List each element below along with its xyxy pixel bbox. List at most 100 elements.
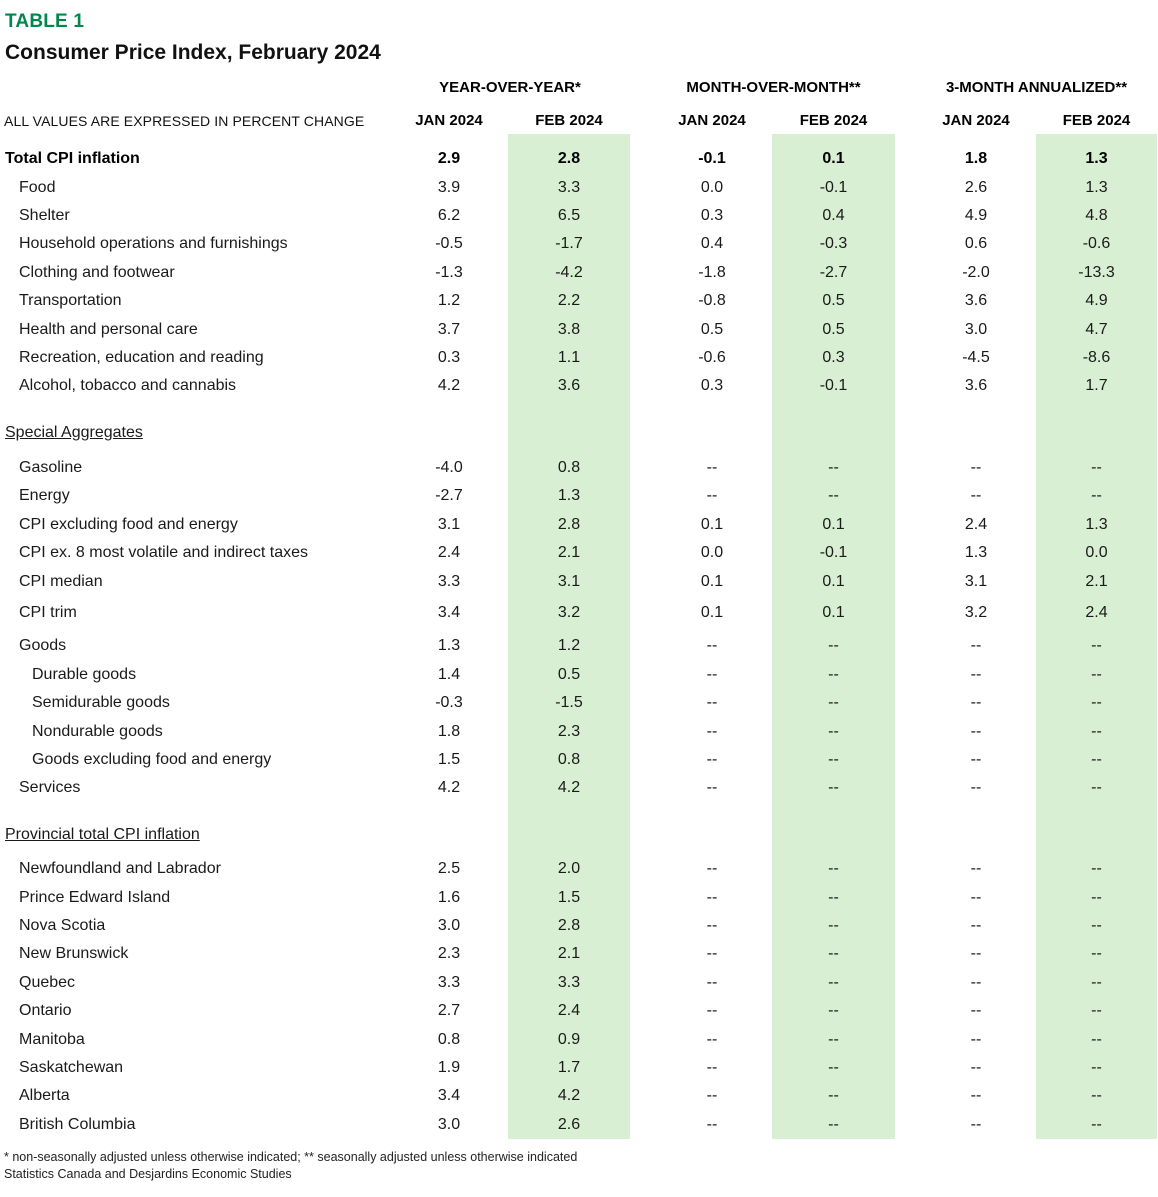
value-cell: -2.0: [962, 263, 990, 281]
value-cell: --: [706, 1058, 718, 1076]
value-cell: -1.7: [555, 235, 583, 253]
row-label: Quebec: [19, 973, 76, 991]
value-cell: -2.7: [819, 263, 848, 281]
row-label: Alberta: [19, 1087, 70, 1105]
table-row: Services 4.2 4.2 -- -- -- --: [0, 774, 1158, 802]
row-label: CPI excluding food and energy: [19, 515, 238, 533]
value-cell: 1.2: [437, 292, 461, 310]
value-cell: 3.3: [557, 178, 581, 196]
value-cell: --: [1091, 860, 1102, 878]
row-label: Household operations and furnishings: [19, 235, 288, 253]
table-row: Recreation, education and reading 0.3 1.1 -…: [0, 344, 1158, 372]
row-label: CPI trim: [19, 604, 77, 622]
value-cell: --: [970, 860, 982, 878]
value-cell: -0.3: [819, 235, 848, 253]
table-row: Goods 1.3 1.2 -- -- -- --: [0, 632, 1158, 660]
table-row: Clothing and footwear -1.3 -4.2 -1.8 -2.7 -2.…: [0, 259, 1158, 287]
value-cell: 3.3: [557, 973, 581, 991]
value-cell: 2.1: [557, 945, 581, 963]
table-row: CPI trim 3.4 3.2 0.1 0.1 3.2 2.4: [0, 599, 1158, 627]
value-cell: 3.3: [437, 572, 461, 590]
value-cell: 3.3: [437, 973, 461, 991]
value-cell: --: [828, 1115, 839, 1133]
value-cell: 1.4: [437, 665, 461, 683]
percent-change-note: ALL VALUES ARE EXPRESSED IN PERCENT CHAN…: [4, 112, 365, 129]
row-label: Semidurable goods: [32, 694, 170, 712]
row-label: Manitoba: [19, 1030, 85, 1048]
table-body: Total CPI inflation 2.9 2.8 -0.1 0.1 1.8 1.3 Fo…: [0, 134, 1158, 1139]
value-cell: 3.0: [437, 916, 461, 934]
value-cell: 0.3: [822, 348, 845, 366]
table-row: Energy -2.7 1.3 -- -- -- --: [0, 482, 1158, 510]
value-cell: 1.8: [437, 722, 461, 740]
row-label: Nondurable goods: [32, 722, 163, 740]
value-cell: --: [970, 694, 982, 712]
value-cell: -1.3: [435, 263, 463, 281]
value-cell: 3.2: [964, 604, 988, 622]
table-number-tag: TABLE 1: [5, 11, 85, 32]
value-cell: --: [828, 694, 839, 712]
value-cell: --: [970, 459, 982, 477]
value-cell: 0.8: [557, 751, 581, 768]
col-header-mom-jan-2024: JAN 2024: [678, 112, 746, 129]
row-label: Gasoline: [19, 459, 83, 477]
value-cell: 4.2: [437, 779, 461, 797]
value-cell: -0.8: [698, 292, 726, 310]
value-cell: 0.0: [700, 178, 724, 196]
value-cell: --: [1091, 1115, 1102, 1133]
row-label: Clothing and footwear: [19, 263, 175, 281]
row-label: Nova Scotia: [19, 916, 106, 934]
value-cell: --: [828, 637, 839, 655]
value-cell: 0.1: [822, 515, 845, 533]
row-label: Prince Edward Island: [19, 888, 171, 906]
value-cell: --: [1091, 751, 1102, 768]
value-cell: 3.1: [437, 515, 461, 533]
value-cell: 3.1: [557, 572, 581, 590]
row-label: Health and personal care: [19, 320, 198, 338]
value-cell: 6.5: [557, 206, 581, 224]
value-cell: 0.5: [700, 320, 724, 338]
value-cell: -8.6: [1082, 348, 1111, 366]
value-cell: --: [970, 751, 982, 768]
value-cell: --: [1091, 1030, 1102, 1048]
table-row: Semidurable goods -0.3 -1.5 -- -- -- --: [0, 689, 1158, 717]
value-cell: --: [1091, 694, 1102, 712]
value-cell: --: [970, 1058, 982, 1076]
table-row: Durable goods 1.4 0.5 -- -- -- --: [0, 661, 1158, 689]
row-label: Energy: [19, 487, 70, 505]
row-label: Provincial total CPI inflation: [5, 825, 200, 843]
value-cell: --: [1091, 722, 1102, 740]
value-cell: --: [828, 916, 839, 934]
value-cell: 0.8: [557, 459, 581, 477]
value-cell: 1.3: [557, 487, 581, 505]
value-cell: --: [970, 637, 982, 655]
value-cell: 1.9: [437, 1058, 461, 1076]
value-cell: --: [706, 637, 718, 655]
value-cell: --: [828, 945, 839, 963]
value-cell: --: [1091, 487, 1102, 505]
value-cell: 2.9: [437, 150, 461, 168]
row-label: British Columbia: [19, 1115, 136, 1133]
value-cell: -0.3: [435, 694, 463, 712]
value-cell: 2.3: [437, 945, 461, 963]
value-cell: 3.0: [437, 1115, 461, 1133]
value-cell: --: [1091, 1087, 1102, 1105]
table-row: New Brunswick 2.3 2.1 -- -- -- --: [0, 940, 1158, 968]
value-cell: 0.1: [822, 150, 845, 168]
table-row: Alberta 3.4 4.2 -- -- -- --: [0, 1082, 1158, 1110]
value-cell: 3.2: [557, 604, 581, 622]
value-cell: 4.7: [1085, 320, 1108, 338]
row-label: Services: [19, 779, 81, 797]
value-cell: --: [1091, 973, 1102, 991]
table-row: Goods excluding food and energy 1.5 0.8 -- -…: [0, 746, 1158, 774]
table-row: Newfoundland and Labrador 2.5 2.0 -- -- -- --: [0, 855, 1158, 883]
value-cell: 3.4: [437, 604, 461, 622]
value-cell: 2.3: [557, 722, 581, 740]
value-cell: 2.7: [437, 1002, 461, 1020]
value-cell: 0.4: [822, 206, 845, 224]
value-cell: -0.1: [819, 178, 848, 196]
value-cell: 3.6: [557, 377, 581, 395]
value-cell: --: [828, 860, 839, 878]
row-label: Ontario: [19, 1002, 72, 1020]
